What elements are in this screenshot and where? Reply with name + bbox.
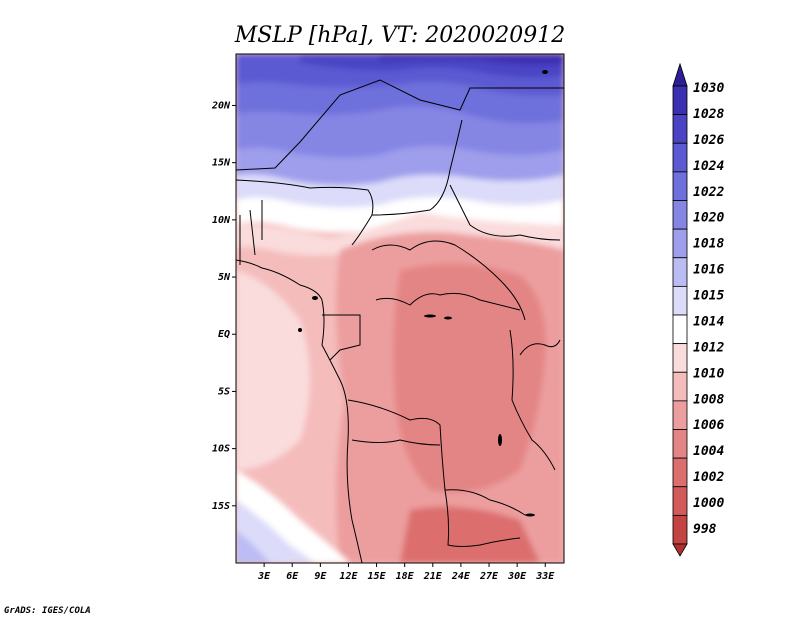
colorbar-label: 1000 (693, 496, 724, 511)
x-tick-label: 33E (535, 571, 555, 582)
colorbar-swatch (672, 400, 688, 430)
colorbar-swatch (672, 371, 688, 402)
colorbar-label: 1004 (693, 444, 724, 459)
y-tick-label: 5N (218, 272, 231, 283)
colorbar-label: 1012 (693, 340, 724, 355)
chart-title: MSLP [hPa], VT: 2020020912 (234, 23, 565, 48)
x-tick-label: 30E (507, 571, 527, 582)
colorbar-swatch (672, 457, 688, 488)
y-tick-label: 10S (212, 444, 230, 455)
y-tick-label: EQ (218, 329, 230, 340)
x-tick-label: 15E (368, 571, 387, 582)
colorbar-swatch (672, 114, 688, 144)
y-axis: 20N 15N 10N 5N EQ 5S 10S 15S (211, 100, 236, 512)
colorbar-swatch (672, 257, 688, 287)
colorbar-swatch (672, 142, 688, 173)
colorbar-label: 1024 (693, 159, 724, 174)
colorbar-label: 1002 (693, 470, 724, 485)
x-tick-label: 21E (423, 571, 443, 582)
x-tick-label: 18E (396, 571, 415, 582)
colorbar-label: 1006 (693, 418, 724, 433)
colorbar-label: 1014 (693, 314, 724, 329)
grads-credit: GrADS: IGES/COLA (4, 606, 91, 616)
colorbar-swatch (672, 228, 688, 259)
lakes (298, 70, 548, 517)
colorbar-swatch (672, 171, 688, 201)
y-tick-label: 15S (212, 501, 230, 512)
country-borders (236, 79, 564, 563)
y-tick-label: 20N (211, 100, 231, 111)
colorbar-swatch (672, 429, 688, 459)
colorbar-label: 1015 (693, 289, 724, 304)
x-axis: 3E 6E 9E 12E 15E 18E 21E 24E 27E 30E 33E (257, 563, 555, 582)
colorbar-label: 1028 (693, 107, 724, 122)
y-tick-label: 15N (212, 158, 231, 169)
colorbar-label: 1026 (693, 133, 724, 148)
colorbar-swatch (672, 62, 688, 87)
colorbar-swatch (672, 314, 688, 345)
x-tick-label: 24E (451, 571, 471, 582)
mslp-field (236, 54, 564, 563)
colorbar: 1030 1028 1026 1024 1022 1020 1018 1016 1015 1014… (672, 62, 724, 557)
colorbar-label: 1030 (693, 81, 724, 96)
y-tick-label: 5S (218, 386, 230, 397)
colorbar-swatch (672, 343, 688, 373)
colorbar-label: 1020 (693, 211, 724, 226)
colorbar-swatch (672, 85, 688, 116)
x-tick-label: 9E (314, 571, 327, 582)
colorbar-swatch (672, 486, 688, 516)
map-frame (235, 53, 565, 564)
colorbar-label: 1018 (693, 237, 724, 252)
x-tick-label: 12E (339, 571, 358, 582)
colorbar-swatch (672, 514, 688, 545)
colorbar-label: 1008 (693, 392, 724, 407)
colorbar-label: 998 (693, 522, 717, 537)
x-tick-label: 3E (257, 571, 271, 582)
colorbar-label: 1010 (693, 366, 724, 381)
y-tick-label: 10N (212, 215, 231, 226)
x-tick-label: 6E (286, 571, 299, 582)
colorbar-swatch (672, 285, 688, 316)
colorbar-label: 1016 (693, 263, 724, 278)
colorbar-swatch (672, 543, 688, 557)
colorbar-label: 1022 (693, 185, 724, 200)
colorbar-swatch (672, 200, 688, 230)
x-tick-label: 27E (479, 571, 499, 582)
